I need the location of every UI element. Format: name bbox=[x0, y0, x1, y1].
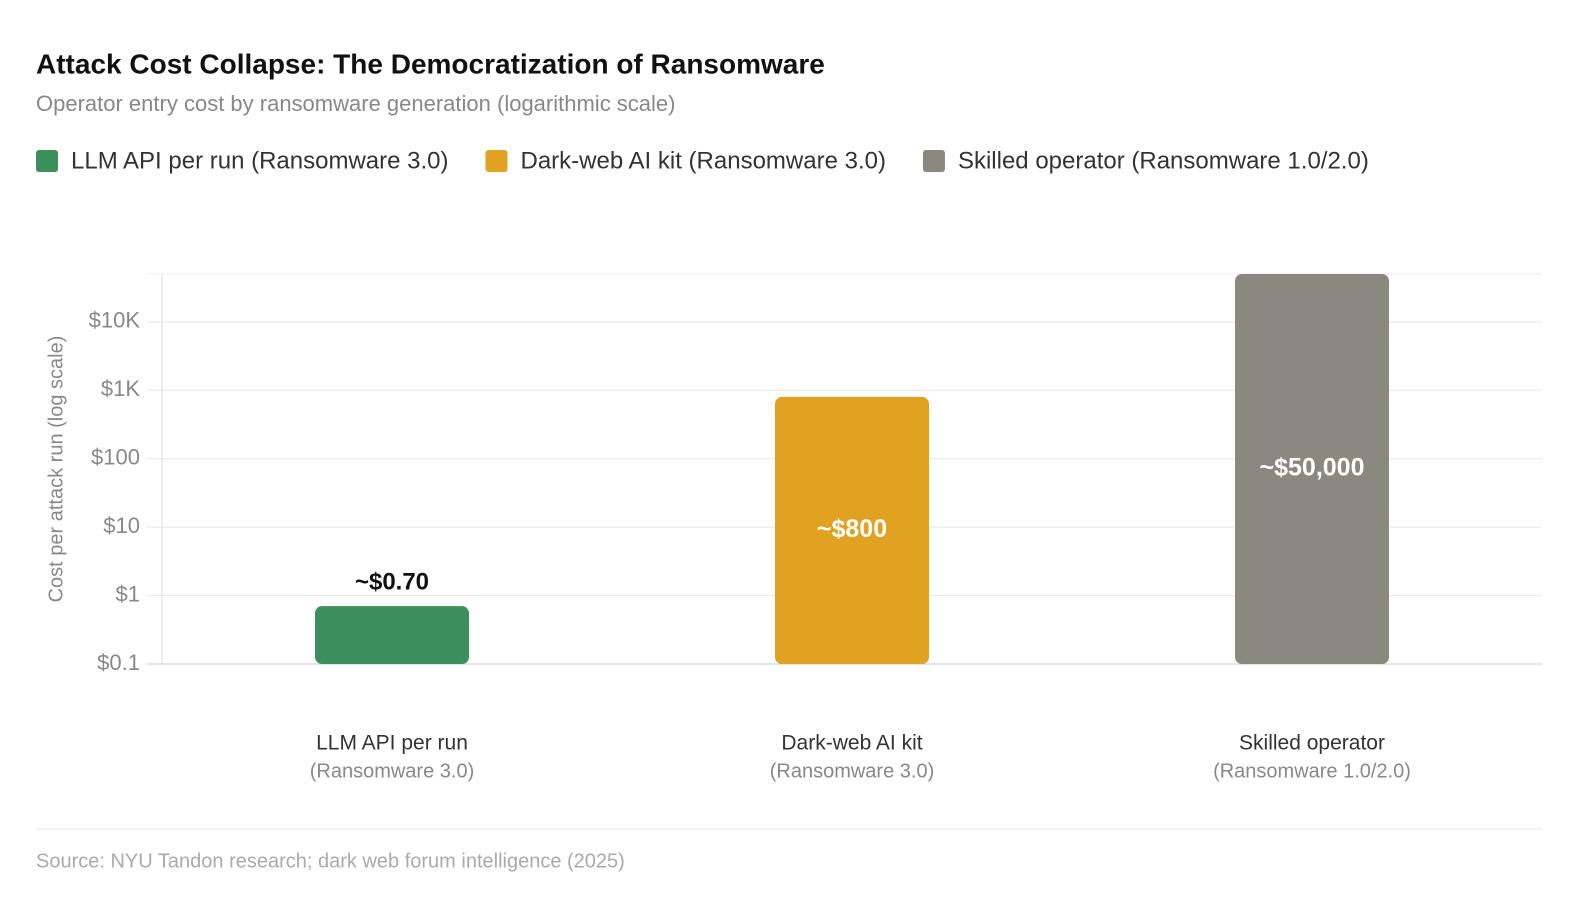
legend-label: LLM API per run (Ransomware 3.0) bbox=[71, 147, 449, 174]
legend-swatch bbox=[36, 150, 58, 172]
bar bbox=[775, 396, 929, 664]
y-tick-label: $0.1 bbox=[97, 650, 140, 675]
y-tick-label: $100 bbox=[91, 445, 140, 470]
x-tick-sublabel: (Ransomware 1.0/2.0) bbox=[1213, 760, 1411, 782]
x-tick-label: LLM API per run bbox=[316, 732, 468, 755]
legend-swatch bbox=[485, 150, 508, 172]
legend-swatch bbox=[922, 150, 945, 172]
legend-label: Skilled operator (Ransomware 1.0/2.0) bbox=[958, 147, 1369, 174]
y-tick-label: $10K bbox=[89, 308, 141, 333]
x-tick-label: Skilled operator bbox=[1239, 732, 1385, 755]
y-tick-label: $1 bbox=[116, 581, 140, 606]
chart-title: Attack Cost Collapse: The Democratizatio… bbox=[36, 48, 825, 79]
bar bbox=[1235, 274, 1389, 664]
y-axis-title: Cost per attack run (log scale) bbox=[45, 336, 67, 603]
y-tick-label: $10 bbox=[103, 513, 140, 538]
bar bbox=[315, 606, 469, 664]
value-label: ~$50,000 bbox=[1260, 454, 1365, 482]
x-tick-sublabel: (Ransomware 3.0) bbox=[310, 760, 475, 782]
source: Source: NYU Tandon research; dark web fo… bbox=[36, 850, 625, 872]
value-label: ~$0.70 bbox=[355, 569, 429, 596]
legend-label: Dark-web AI kit (Ransomware 3.0) bbox=[521, 147, 886, 174]
x-tick-sublabel: (Ransomware 3.0) bbox=[770, 760, 935, 782]
x-tick-label: Dark-web AI kit bbox=[781, 732, 922, 755]
chart-subtitle: Operator entry cost by ransomware genera… bbox=[36, 91, 676, 116]
y-tick-label: $1K bbox=[101, 376, 140, 401]
value-label: ~$800 bbox=[817, 515, 887, 543]
